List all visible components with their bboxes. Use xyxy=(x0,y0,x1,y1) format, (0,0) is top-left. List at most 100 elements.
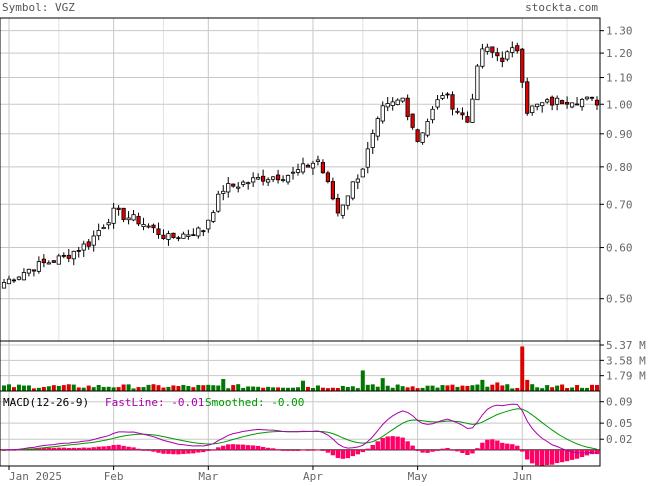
price-panel-frame xyxy=(0,17,601,342)
macd-histogram-bar xyxy=(500,442,505,450)
volume-bar xyxy=(305,386,310,391)
candle-body xyxy=(485,46,490,52)
macd-histogram-bar xyxy=(275,449,281,451)
macd-histogram-bar xyxy=(66,447,71,450)
candle-body xyxy=(251,177,256,183)
candle-body xyxy=(340,204,345,216)
macd-histogram-bar xyxy=(485,439,490,450)
month-label: Jun xyxy=(512,470,532,483)
candle-body xyxy=(315,159,321,162)
macd-histogram-bar xyxy=(56,447,62,450)
price-tick-label: 0.50 xyxy=(606,293,633,306)
macd-histogram-bar xyxy=(221,445,226,450)
macd-histogram-bar xyxy=(101,446,106,450)
candle-body xyxy=(71,250,76,260)
volume-bar xyxy=(525,379,530,391)
macd-histogram-bar xyxy=(475,448,480,450)
macd-histogram-bar xyxy=(440,448,445,450)
candle-body xyxy=(26,268,32,274)
month-label: Mar xyxy=(198,470,218,483)
volume-bar xyxy=(370,384,375,391)
candle-body xyxy=(81,243,86,251)
macd-tick-label: 0.05 xyxy=(606,417,633,430)
candle-body xyxy=(555,97,560,105)
macd-tick-label: 0.02 xyxy=(606,433,633,446)
macd-histogram-bar xyxy=(400,437,405,450)
volume-bar xyxy=(490,384,495,391)
macd-histogram-bar xyxy=(490,439,495,450)
candle-body xyxy=(116,207,121,210)
candle-body xyxy=(36,261,41,272)
candle-body xyxy=(305,164,311,168)
macd-histogram-bar xyxy=(176,449,181,455)
volume-bar xyxy=(6,384,11,391)
volume-bar xyxy=(425,385,430,391)
smoothed-label: Smoothed: -0.00 xyxy=(205,396,304,409)
volume-bar xyxy=(21,385,26,391)
candle-body xyxy=(280,179,286,182)
volume-bar xyxy=(450,384,455,391)
macd-histogram-bar xyxy=(435,449,440,451)
candle-body xyxy=(176,237,181,240)
volume-layer xyxy=(2,346,599,391)
volume-bar xyxy=(300,380,305,391)
month-label: Apr xyxy=(303,470,323,483)
price-tick-label: 0.70 xyxy=(606,198,633,211)
candle-body xyxy=(31,269,36,272)
macd-histogram-bar xyxy=(365,448,370,450)
volume-bar xyxy=(276,387,281,391)
volume-bar xyxy=(131,388,136,391)
macd-fast-line xyxy=(3,403,598,454)
fastline-label: FastLine: -0.01 xyxy=(105,396,204,409)
candle-body xyxy=(475,65,480,101)
candle-body xyxy=(545,99,550,103)
volume-bar xyxy=(535,387,540,391)
candle-body xyxy=(61,254,66,257)
macd-histogram-bar xyxy=(295,449,301,451)
volume-bar xyxy=(216,385,221,391)
price-tick-label: 0.60 xyxy=(606,242,633,255)
candle-body xyxy=(106,222,111,226)
volume-bar xyxy=(400,386,405,391)
macd-histogram-bar xyxy=(310,449,316,451)
candle-body xyxy=(141,224,146,227)
volume-bar xyxy=(206,384,211,391)
grid-layer xyxy=(0,18,600,466)
volume-bar xyxy=(460,385,465,391)
volume-bar xyxy=(256,386,261,391)
volume-bar xyxy=(46,386,51,391)
volume-bar xyxy=(500,385,505,391)
candle-body xyxy=(530,105,535,114)
volume-bar xyxy=(510,388,515,391)
volume-bar xyxy=(141,387,146,391)
volume-bar xyxy=(176,386,181,391)
macd-histogram-bar xyxy=(191,449,196,454)
macd-histogram-bar xyxy=(569,449,575,460)
macd-histogram-bar xyxy=(385,436,390,450)
volume-bar xyxy=(320,387,325,391)
candle-body xyxy=(589,96,595,99)
volume-bar xyxy=(186,386,191,391)
candle-body xyxy=(515,45,520,52)
volume-bar xyxy=(395,384,400,391)
macd-tick-label: 0.09 xyxy=(606,396,633,409)
macd-histogram-bar xyxy=(559,449,565,463)
macd-histogram-bar xyxy=(250,445,256,450)
macd-layer xyxy=(0,403,600,466)
macd-histogram-bar xyxy=(36,447,42,450)
volume-bar xyxy=(345,387,350,391)
candle-body xyxy=(520,48,525,83)
price-tick-label: 1.20 xyxy=(606,47,633,60)
volume-bar xyxy=(315,385,320,391)
volume-bar xyxy=(166,386,171,391)
candle-body xyxy=(450,94,455,110)
candle-body xyxy=(290,171,296,174)
candle-body xyxy=(310,162,316,169)
candle-body xyxy=(266,179,271,183)
volume-bar xyxy=(385,385,390,391)
macd-histogram-bar xyxy=(111,444,116,450)
month-label: Feb xyxy=(104,470,124,483)
macd-histogram-bar xyxy=(505,443,510,450)
volume-bar xyxy=(101,386,106,391)
